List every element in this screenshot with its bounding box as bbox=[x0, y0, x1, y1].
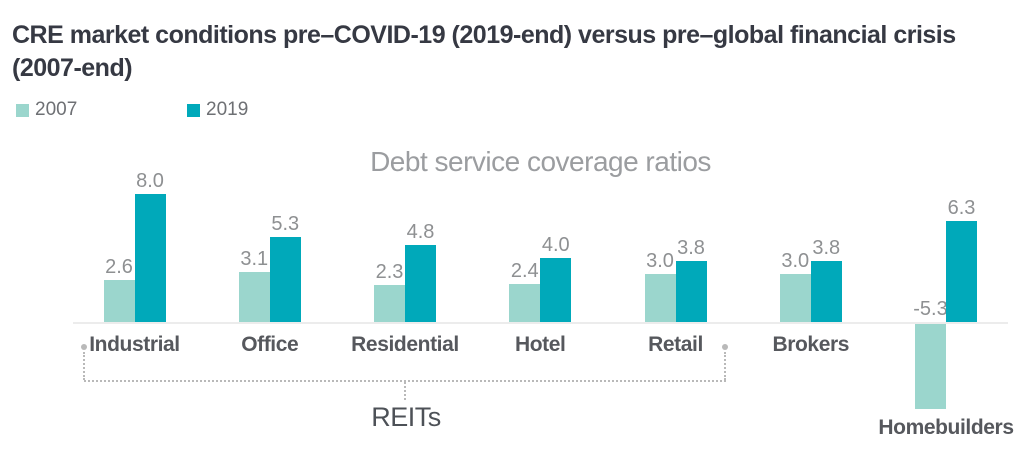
bar-2007-residential bbox=[374, 285, 405, 322]
bar-value-label: 3.1 bbox=[240, 248, 269, 270]
bar-2019-retail bbox=[675, 261, 707, 322]
bar-2019-hotel bbox=[540, 258, 572, 322]
bar-2007-brokers bbox=[779, 274, 811, 322]
bracket-right-line bbox=[724, 352, 726, 380]
bracket-left-line bbox=[83, 352, 85, 380]
bar-2007-homebuilders bbox=[915, 324, 946, 409]
legend-label: 2007 bbox=[35, 99, 78, 120]
bar-value-label: 6.3 bbox=[947, 197, 976, 219]
chart-title: Debt service coverage ratios bbox=[370, 146, 711, 177]
bar-2007-industrial bbox=[103, 280, 135, 322]
bar-2019-homebuilders bbox=[946, 221, 977, 322]
legend-item-2007: 2007 bbox=[16, 99, 77, 121]
category-label-industrial: Industrial bbox=[89, 333, 180, 356]
category-label-retail: Retail bbox=[648, 333, 703, 356]
bar-2019-office bbox=[269, 237, 301, 322]
bar-2007-hotel bbox=[509, 284, 541, 322]
legend-item-2019: 2019 bbox=[187, 99, 248, 121]
bar-value-label: 3.8 bbox=[677, 237, 705, 259]
category-label-office: Office bbox=[241, 333, 299, 356]
reits-annotation-label: REITs bbox=[371, 402, 441, 432]
bar-value-label: 3.0 bbox=[781, 250, 810, 272]
bar-2007-retail bbox=[644, 274, 676, 322]
bracket-right-dot bbox=[722, 344, 728, 350]
bracket-center-stub bbox=[404, 382, 406, 400]
bar-value-label: 2.4 bbox=[510, 260, 539, 282]
bar-2019-brokers bbox=[810, 261, 842, 322]
bar-value-label: 8.0 bbox=[136, 170, 164, 192]
legend-swatch-2019 bbox=[187, 103, 200, 117]
bar-value-label: 3.0 bbox=[646, 250, 674, 272]
bracket-horizontal-line bbox=[84, 380, 726, 382]
legend-label: 2019 bbox=[206, 99, 249, 120]
bar-value-label: 4.0 bbox=[541, 234, 570, 256]
category-label-homebuilders: Homebuilders bbox=[878, 416, 1014, 439]
bar-value-label: 3.8 bbox=[812, 237, 841, 259]
bar-value-label: 2.3 bbox=[375, 261, 404, 283]
bar-value-label: 2.6 bbox=[105, 256, 133, 278]
category-label-hotel: Hotel bbox=[514, 333, 566, 356]
bar-2019-industrial bbox=[134, 194, 166, 322]
bar-value-label: -5.3 bbox=[913, 298, 948, 320]
bar-value-label: 5.3 bbox=[271, 213, 300, 235]
bar-value-label: 4.8 bbox=[406, 221, 435, 243]
bar-2019-residential bbox=[405, 245, 436, 322]
x-axis-line bbox=[73, 322, 1008, 324]
category-label-residential: Residential bbox=[351, 333, 459, 356]
legend-swatch-2007 bbox=[16, 103, 29, 117]
page-title: CRE market conditions pre–COVID-19 (2019… bbox=[12, 20, 956, 82]
category-label-brokers: Brokers bbox=[772, 333, 850, 356]
bracket-left-dot bbox=[81, 344, 87, 350]
bar-2007-office bbox=[238, 272, 270, 322]
